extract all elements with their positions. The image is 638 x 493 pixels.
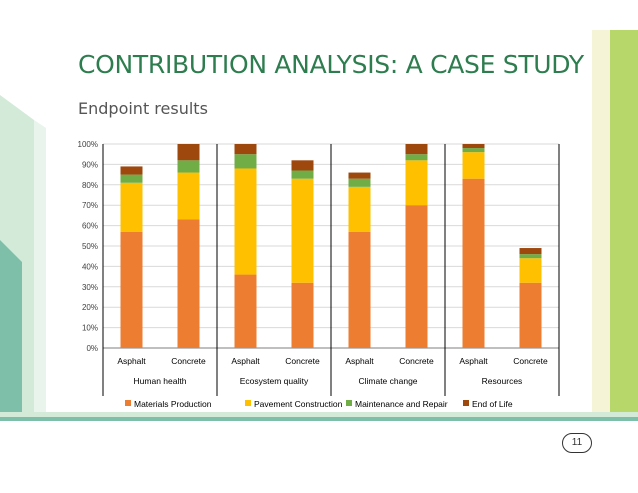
bar-segment: [462, 152, 485, 179]
bar-segment: [120, 174, 143, 183]
bar-segment: [462, 178, 485, 348]
legend-swatch: [346, 400, 352, 406]
x-tick-label: Asphalt: [459, 356, 488, 366]
bar-segment: [348, 231, 371, 348]
legend-label: End of Life: [472, 399, 513, 409]
bar-segment: [462, 148, 485, 153]
legend-label: Pavement Construction: [254, 399, 343, 409]
legend-swatch: [125, 400, 131, 406]
footer-rule-light: [0, 412, 638, 417]
bar-segment: [234, 168, 257, 275]
x-tick-label: Asphalt: [345, 356, 374, 366]
bar-segment: [177, 144, 200, 161]
bar-segment: [177, 172, 200, 220]
right-green-band: [610, 30, 638, 450]
bar-segment: [519, 282, 542, 348]
bar-segment: [519, 258, 542, 283]
x-tick-label: Concrete: [399, 356, 434, 366]
y-tick-label: 90%: [82, 160, 98, 169]
footer-area: [0, 421, 638, 493]
page-number-badge: 11: [562, 433, 592, 453]
bar-segment: [120, 231, 143, 348]
bar-segment: [348, 178, 371, 187]
x-tick-label: Concrete: [171, 356, 206, 366]
y-tick-label: 40%: [82, 262, 98, 271]
legend-label: Maintenance and Repair: [355, 399, 448, 409]
legend-swatch: [245, 400, 251, 406]
bar-segment: [348, 186, 371, 232]
bar-segment: [120, 166, 143, 175]
legend-swatch: [463, 400, 469, 406]
bar-segment: [291, 170, 314, 179]
right-yellow-band: [592, 30, 610, 450]
legend-label: Materials Production: [134, 399, 212, 409]
bar-segment: [405, 205, 428, 348]
slide-subtitle: Endpoint results: [78, 99, 208, 118]
y-tick-label: 100%: [78, 140, 98, 149]
y-tick-label: 50%: [82, 242, 98, 251]
bar-segment: [291, 160, 314, 171]
x-tick-label: Concrete: [285, 356, 320, 366]
stacked-bar-chart: 0% 10% 20% 30% 40% 50% 60% 70% 80% 90% 100% Asphalt…: [78, 140, 560, 409]
group-label: Climate change: [358, 376, 417, 386]
group-label: Human health: [134, 376, 187, 386]
group-label: Ecosystem quality: [240, 376, 309, 386]
y-tick-label: 30%: [82, 283, 98, 292]
x-tick-label: Asphalt: [231, 356, 260, 366]
bar-segment: [291, 178, 314, 283]
y-tick-label: 60%: [82, 222, 98, 231]
bar-segment: [291, 282, 314, 348]
bar-segment: [177, 219, 200, 348]
y-tick-label: 10%: [82, 324, 98, 333]
bar-segment: [405, 160, 428, 206]
top-left-band: [0, 0, 46, 105]
bar-segment: [405, 154, 428, 161]
x-tick-label: Asphalt: [117, 356, 146, 366]
y-tick-label: 80%: [82, 181, 98, 190]
footer-rule-teal: [0, 417, 638, 421]
group-label: Resources: [482, 376, 523, 386]
bar-segment: [519, 254, 542, 259]
y-tick-label: 20%: [82, 303, 98, 312]
bar-segment: [405, 144, 428, 155]
left-light-strip: [34, 120, 46, 493]
bar-segment: [234, 154, 257, 169]
bar-segment: [120, 182, 143, 232]
slide-title: CONTRIBUTION ANALYSIS: A CASE STUDY: [78, 50, 584, 79]
bar-segment: [462, 144, 485, 149]
y-tick-label: 0%: [86, 344, 98, 353]
bar-segment: [234, 274, 257, 348]
y-tick-label: 70%: [82, 201, 98, 210]
bar-segment: [177, 160, 200, 173]
x-tick-label: Concrete: [513, 356, 548, 366]
bar-segment: [348, 172, 371, 179]
bar-segment: [234, 144, 257, 155]
bar-segment: [519, 248, 542, 255]
